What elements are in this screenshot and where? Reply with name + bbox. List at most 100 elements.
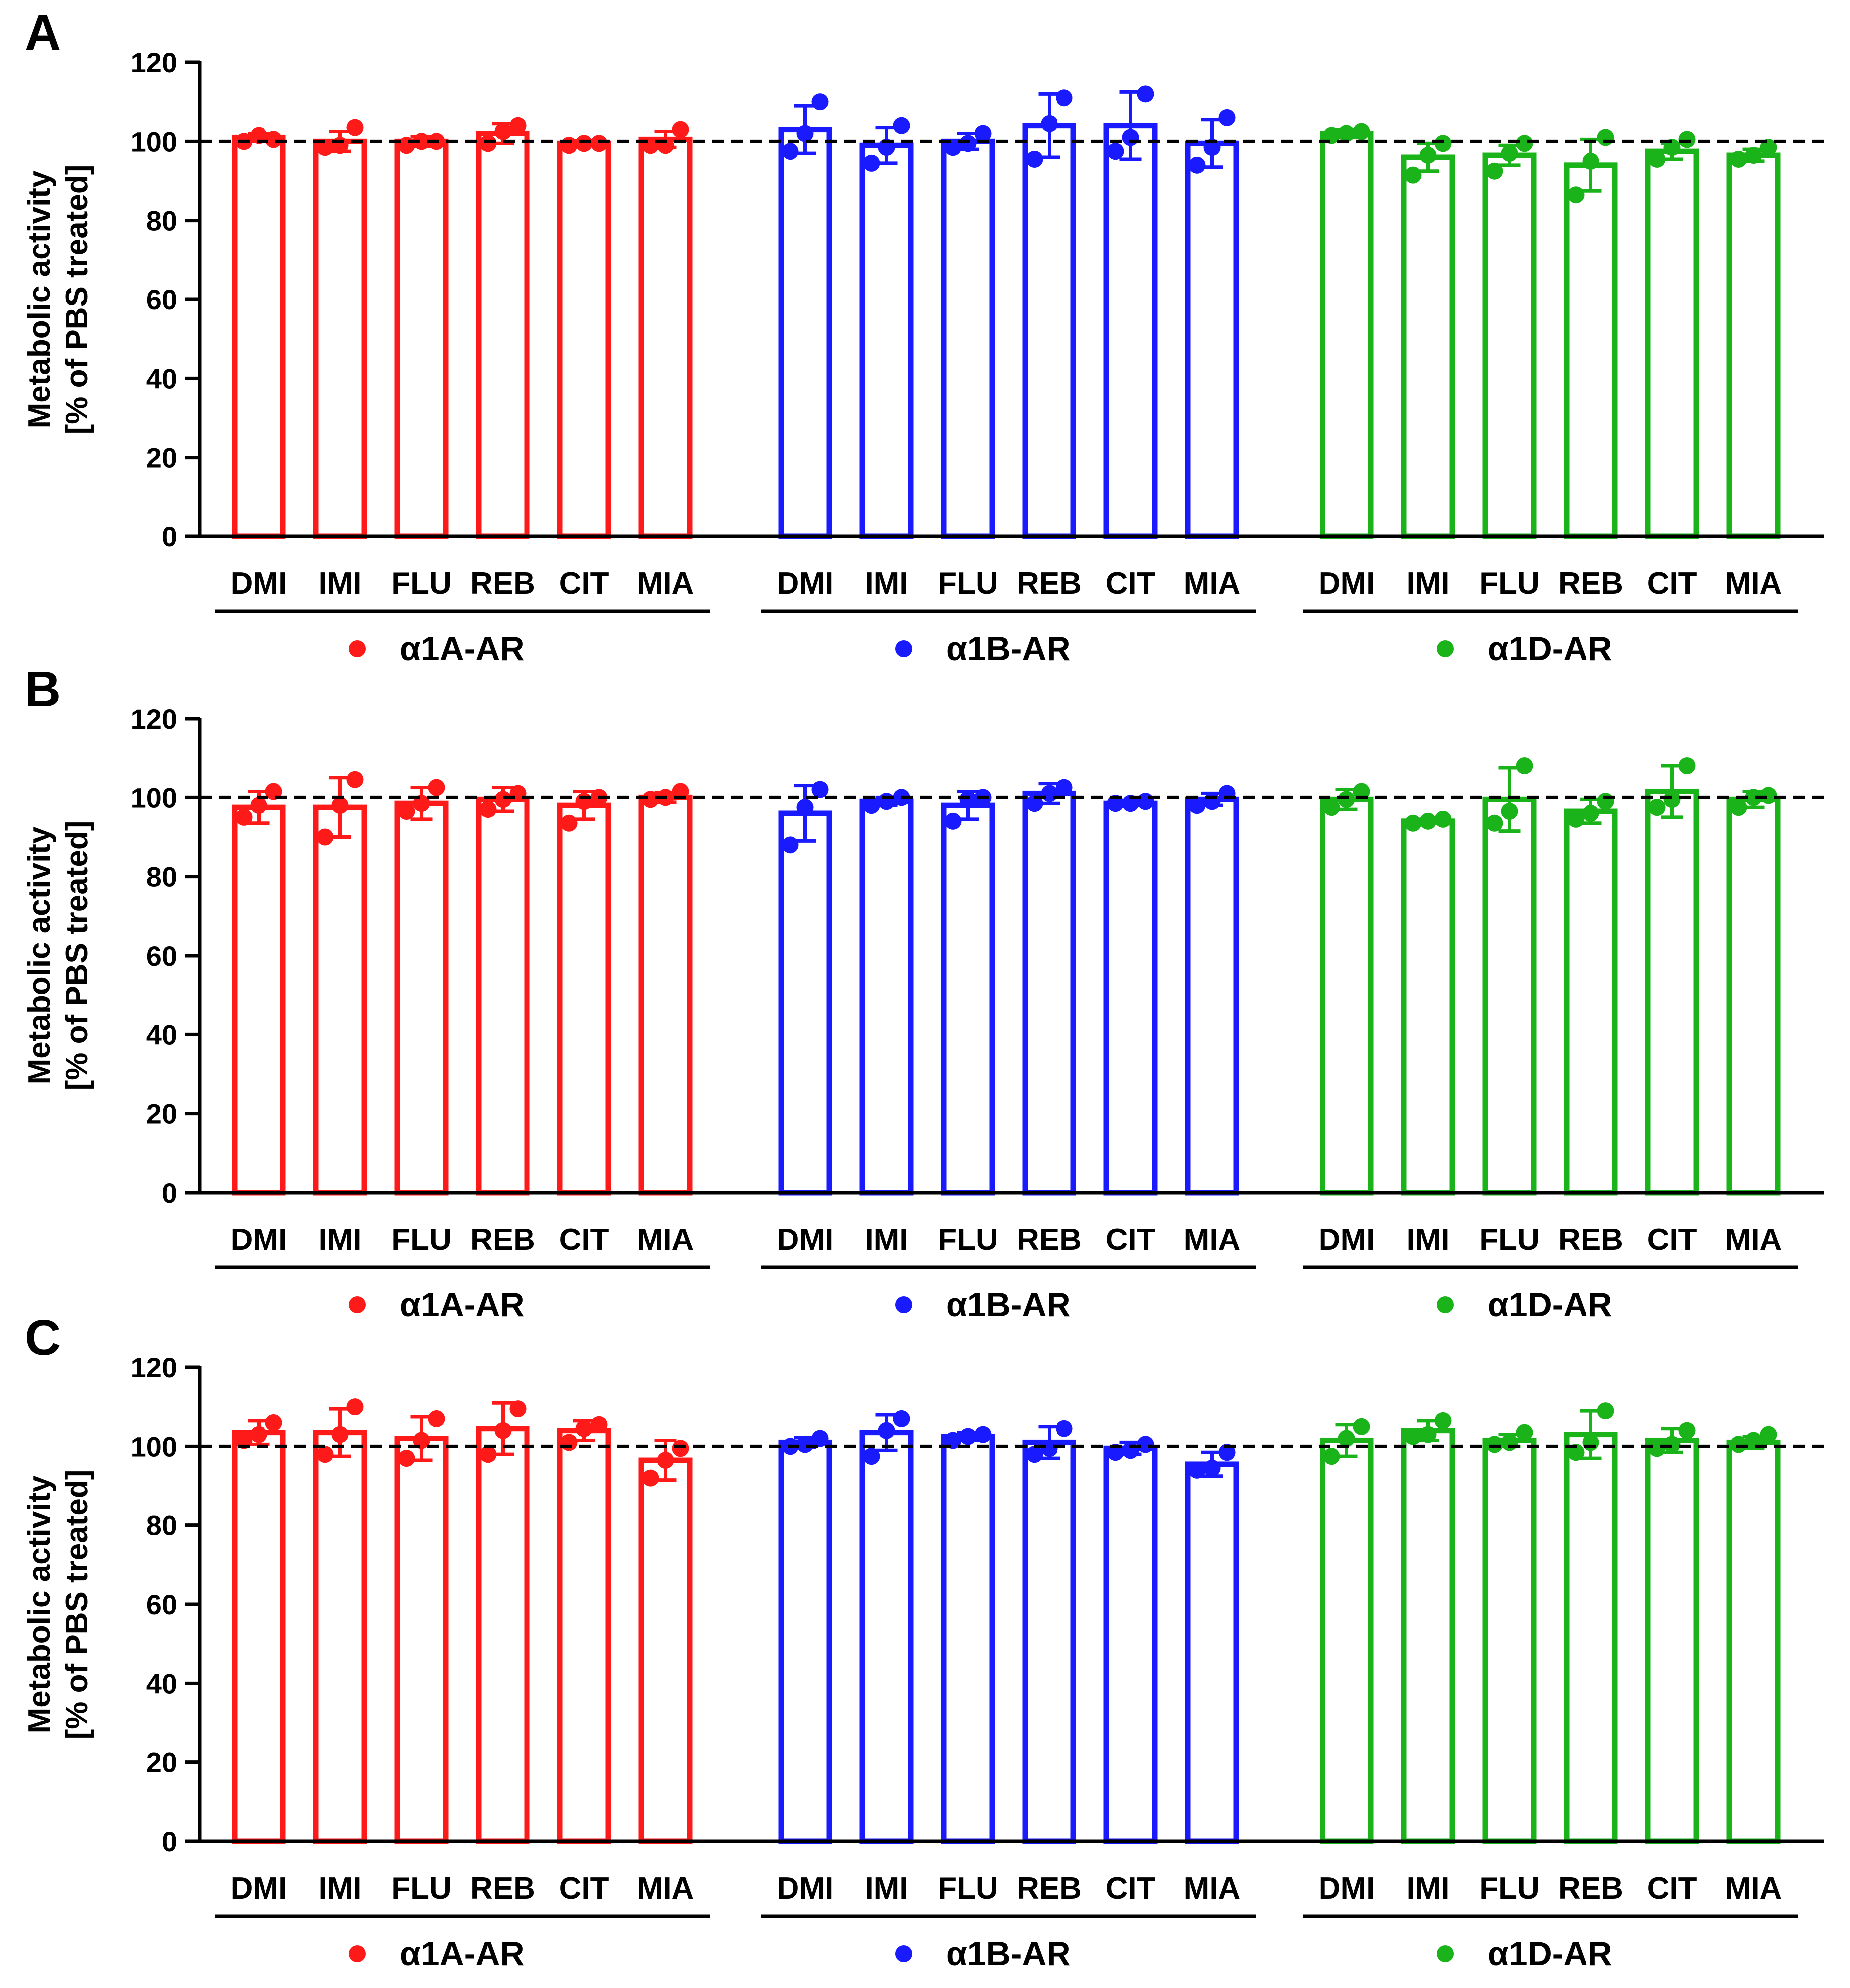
data-point xyxy=(1597,793,1614,810)
data-point xyxy=(250,797,267,814)
data-point xyxy=(1107,143,1124,160)
data-point xyxy=(796,1436,814,1453)
data-point xyxy=(1188,1461,1206,1479)
data-point xyxy=(1404,814,1422,832)
data-point xyxy=(1434,135,1452,152)
group-legend-marker xyxy=(1437,1296,1454,1313)
data-point xyxy=(316,828,334,846)
data-point xyxy=(1678,131,1696,148)
data-point xyxy=(250,1426,267,1443)
data-point xyxy=(796,799,814,816)
data-point xyxy=(1516,1424,1533,1441)
data-point xyxy=(331,137,349,154)
group-legend-marker xyxy=(895,1945,912,1962)
data-point xyxy=(479,135,497,152)
data-point xyxy=(428,779,445,796)
group-legend-marker xyxy=(895,640,912,657)
x-tick-label: CIT xyxy=(1647,566,1697,601)
x-tick-label: DMI xyxy=(231,1871,287,1906)
group-label: α1A-AR xyxy=(400,630,525,668)
data-point xyxy=(1056,779,1073,796)
data-point xyxy=(1648,799,1666,816)
x-tick-label: MIA xyxy=(1725,1223,1782,1257)
data-point xyxy=(1137,85,1154,103)
x-tick-label: REB xyxy=(1017,566,1082,601)
data-point xyxy=(1567,186,1585,204)
group-legend-marker xyxy=(349,1296,366,1313)
x-tick-label: MIA xyxy=(1184,1223,1241,1257)
y-tick-label: 40 xyxy=(146,363,177,394)
x-tick-label: FLU xyxy=(938,1871,998,1906)
group-legend-marker xyxy=(349,640,366,657)
x-tick-label: DMI xyxy=(231,566,287,601)
data-point xyxy=(1026,150,1043,168)
data-point xyxy=(642,137,659,154)
y-tick-label: 80 xyxy=(146,861,177,893)
group-label: α1D-AR xyxy=(1488,1935,1612,1973)
data-point xyxy=(1745,147,1762,164)
x-tick-label: DMI xyxy=(777,1871,834,1906)
data-point xyxy=(575,793,593,810)
data-point xyxy=(413,133,430,150)
data-point xyxy=(863,797,880,814)
x-tick-label: DMI xyxy=(1319,1223,1375,1257)
data-point xyxy=(494,791,512,808)
data-point xyxy=(796,125,814,142)
panel-A: A 0 20 40 60 80 100 120 Metabolic activity [% of … xyxy=(22,5,1824,668)
y-axis-title: Metabolic activity xyxy=(22,170,57,428)
data-point xyxy=(1404,166,1422,184)
data-point xyxy=(863,154,880,172)
data-point xyxy=(575,1420,593,1437)
group-legend-marker xyxy=(349,1945,366,1962)
x-tick-label: MIA xyxy=(1184,566,1241,601)
y-axis-title: Metabolic activity xyxy=(22,826,57,1084)
data-point xyxy=(1137,793,1154,810)
data-point xyxy=(1678,1422,1696,1439)
data-point xyxy=(590,1416,608,1433)
data-point xyxy=(1760,1426,1777,1443)
group-label: α1B-AR xyxy=(946,1286,1071,1324)
panel-B: B 0 20 40 60 80 100 120 Metabolic activity [% of … xyxy=(22,661,1824,1324)
y-tick-label: 40 xyxy=(146,1019,177,1050)
x-tick-label: FLU xyxy=(938,1223,998,1257)
data-point xyxy=(944,812,962,830)
x-tick-label: IMI xyxy=(318,1223,361,1257)
data-point xyxy=(1188,156,1206,174)
data-point xyxy=(1486,814,1503,832)
panel-C: C 0 20 40 60 80 100 120 Metabolic activity [% of … xyxy=(22,1310,1824,1973)
data-point xyxy=(1056,1420,1073,1437)
x-tick-label: IMI xyxy=(318,566,361,601)
data-point xyxy=(590,135,608,152)
data-point xyxy=(1678,757,1696,774)
data-point xyxy=(878,1422,895,1439)
data-point xyxy=(1122,129,1139,146)
y-axis-title: Metabolic activity xyxy=(22,1475,57,1733)
data-point xyxy=(1597,129,1614,146)
y-axis-title: [% of PBS treated] xyxy=(60,1470,94,1740)
y-tick-label: 100 xyxy=(131,782,177,813)
data-point xyxy=(1041,1440,1058,1457)
panel-letter: C xyxy=(25,1310,61,1366)
x-tick-label: MIA xyxy=(1725,566,1782,601)
data-point xyxy=(1056,89,1073,107)
data-point xyxy=(509,117,527,134)
data-point xyxy=(1486,162,1503,180)
x-tick-label: CIT xyxy=(559,1223,609,1257)
data-point xyxy=(1353,1418,1370,1435)
y-tick-label: 60 xyxy=(146,1589,177,1620)
data-point xyxy=(893,1410,910,1427)
y-tick-label: 40 xyxy=(146,1668,177,1699)
x-tick-label: REB xyxy=(1017,1223,1082,1257)
x-tick-label: REB xyxy=(1558,1223,1623,1257)
x-tick-label: DMI xyxy=(777,566,834,601)
data-point xyxy=(265,1414,282,1431)
x-tick-label: IMI xyxy=(1406,1223,1449,1257)
data-point xyxy=(1582,152,1599,170)
y-tick-label: 20 xyxy=(146,1747,177,1778)
data-point xyxy=(494,1422,512,1439)
data-point xyxy=(1323,799,1340,816)
group-label: α1D-AR xyxy=(1488,630,1612,668)
data-point xyxy=(1745,789,1762,806)
x-tick-label: REB xyxy=(470,1871,535,1906)
y-tick-label: 80 xyxy=(146,205,177,237)
